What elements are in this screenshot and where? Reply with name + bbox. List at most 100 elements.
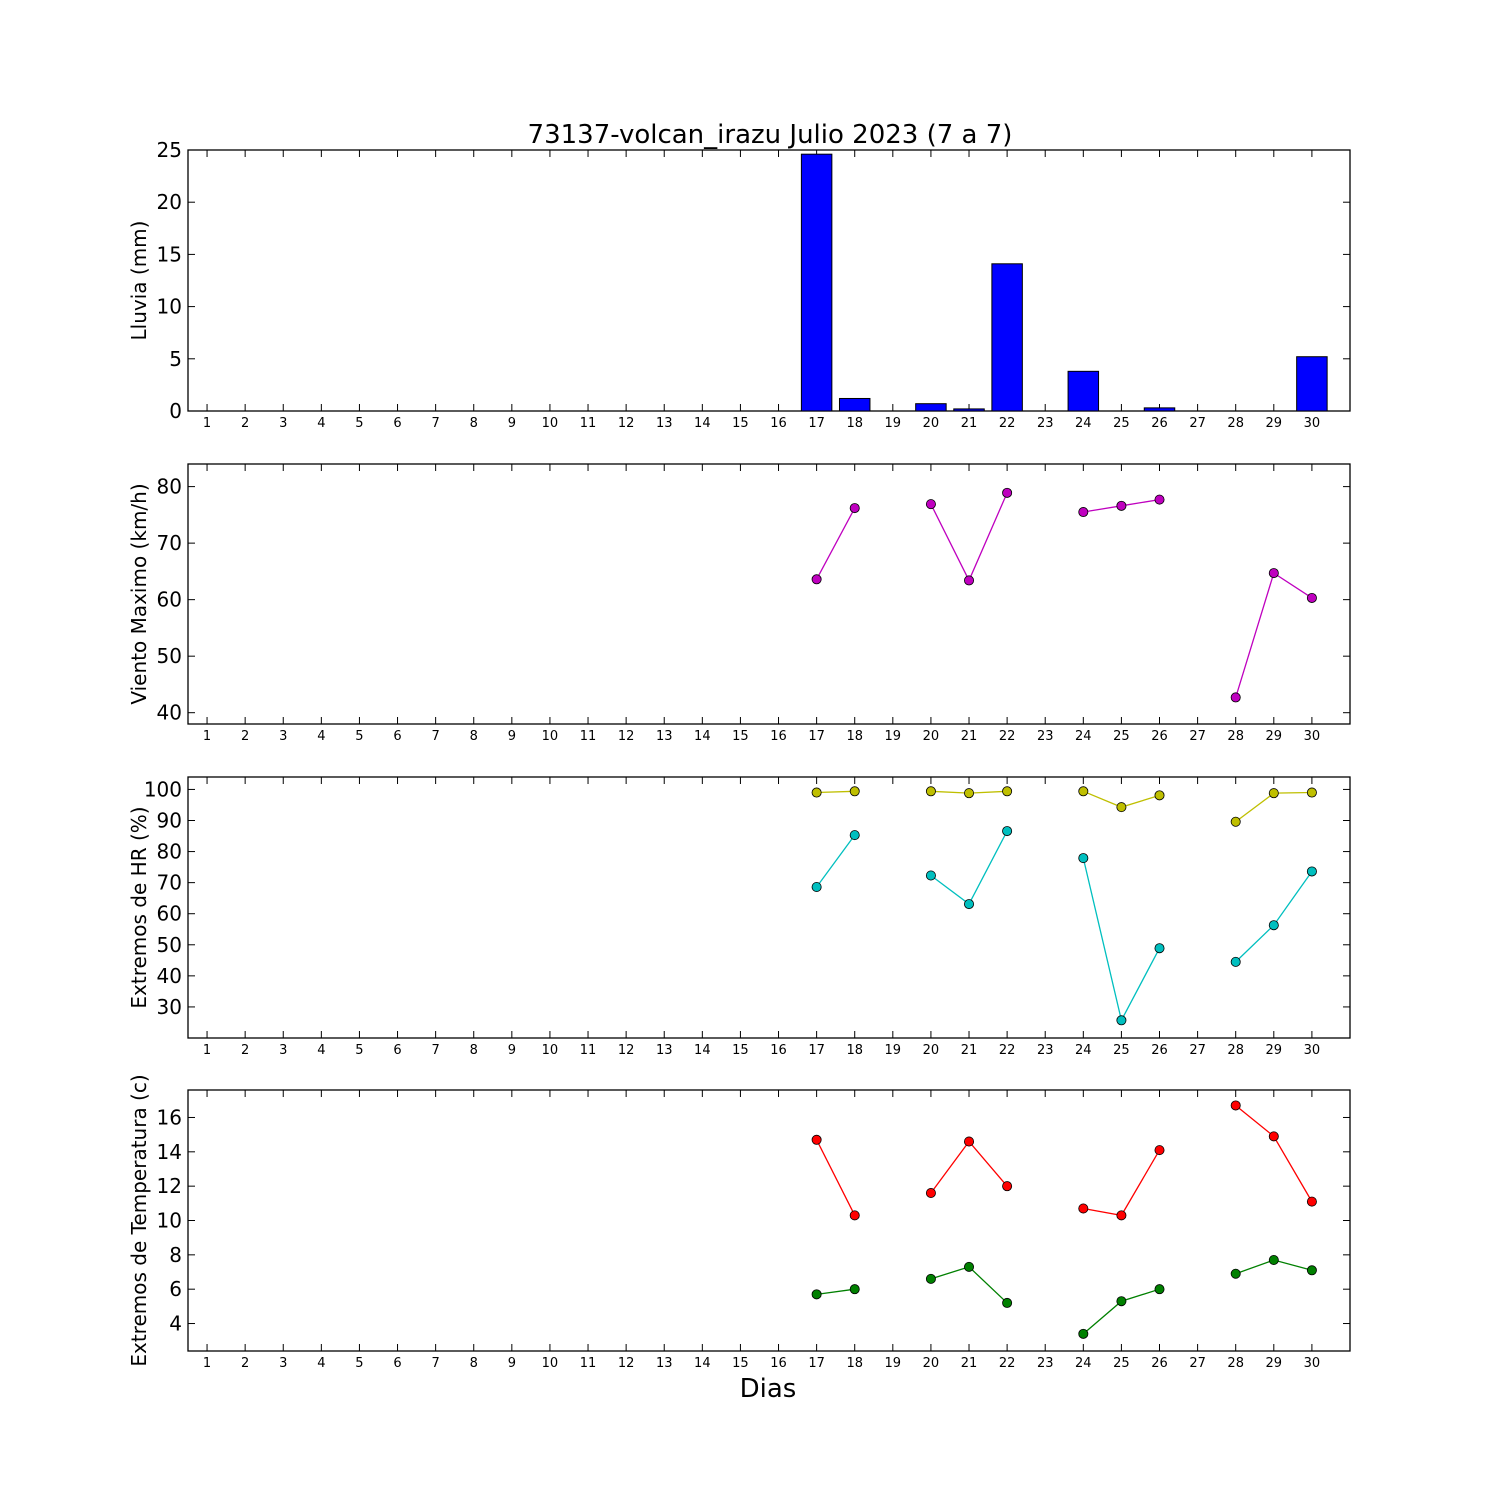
temperature-xtick-label: 21 [961, 1356, 978, 1371]
rain-y-axis-label: Lluvia (mm) [127, 221, 151, 341]
temperature-y-axis-label: Extremos de Temperatura (c) [127, 1074, 151, 1366]
rain-xtick-label: 19 [885, 416, 902, 431]
humidity-ytick-label: 40 [157, 964, 182, 988]
humidity-xtick-label: 23 [1037, 1043, 1054, 1058]
rain-xtick-label: 23 [1037, 416, 1054, 431]
rain-xtick-label: 6 [393, 416, 401, 431]
temperature-data-point [1078, 1328, 1089, 1339]
wind-xtick-label: 19 [885, 729, 902, 744]
temperature-xtick-label: 28 [1227, 1356, 1244, 1371]
rain-xtick-label: 24 [1075, 416, 1092, 431]
rain-xtick-label: 15 [732, 416, 749, 431]
temperature-xtick-label: 7 [431, 1356, 439, 1371]
rain-bar [1143, 407, 1176, 412]
humidity-xtick-label: 5 [355, 1043, 363, 1058]
temperature-data-point [1306, 1265, 1317, 1276]
humidity-plot-frame [187, 776, 1351, 1039]
temperature-xtick-label: 19 [885, 1356, 902, 1371]
rain-ytick-label: 15 [157, 242, 182, 266]
humidity-data-point [1268, 788, 1279, 799]
humidity-xtick-label: 6 [393, 1043, 401, 1058]
temperature-ytick-label: 14 [157, 1140, 182, 1164]
humidity-xtick-label: 24 [1075, 1043, 1092, 1058]
humidity-data-point [1306, 866, 1317, 877]
humidity-xtick-label: 7 [431, 1043, 439, 1058]
temperature-data-point [1154, 1284, 1165, 1295]
humidity-xtick-label: 8 [470, 1043, 478, 1058]
wind-xtick-label: 18 [846, 729, 863, 744]
rain-xtick-label: 18 [846, 416, 863, 431]
humidity-xtick-label: 13 [656, 1043, 673, 1058]
humidity-xtick-label: 2 [241, 1043, 249, 1058]
humidity-data-point [1306, 787, 1317, 798]
rain-plot-frame [187, 149, 1351, 412]
humidity-series-line [816, 834, 856, 888]
humidity-series-line [1235, 871, 1313, 963]
wind-xtick-label: 6 [393, 729, 401, 744]
humidity-ytick-label: 100 [144, 777, 182, 801]
rain-xtick-label: 8 [470, 416, 478, 431]
temperature-xtick-label: 29 [1266, 1356, 1283, 1371]
wind-data-point [1230, 692, 1241, 703]
humidity-xtick-label: 17 [808, 1043, 825, 1058]
temperature-series-line [1083, 1149, 1161, 1217]
x-axis-label: Dias [740, 1374, 797, 1404]
temperature-data-point [1230, 1100, 1241, 1111]
wind-xtick-label: 16 [770, 729, 787, 744]
temperature-xtick-label: 30 [1304, 1356, 1321, 1371]
temperature-data-point [1154, 1145, 1165, 1156]
rain-xtick-label: 5 [355, 416, 363, 431]
wind-data-point [849, 503, 860, 514]
humidity-data-point [1078, 786, 1089, 797]
wind-xtick-label: 2 [241, 729, 249, 744]
rain-xtick-label: 10 [542, 416, 559, 431]
wind-xtick-label: 21 [961, 729, 978, 744]
humidity-xtick-label: 30 [1304, 1043, 1321, 1058]
wind-xtick-label: 22 [999, 729, 1016, 744]
rain-xtick-label: 1 [203, 416, 211, 431]
humidity-xtick-label: 14 [694, 1043, 711, 1058]
rain-xtick-label: 21 [961, 416, 978, 431]
humidity-series-line [816, 790, 855, 794]
wind-xtick-label: 5 [355, 729, 363, 744]
temperature-xtick-label: 20 [923, 1356, 940, 1371]
wind-xtick-label: 28 [1227, 729, 1244, 744]
humidity-xtick-label: 21 [961, 1043, 978, 1058]
rain-xtick-label: 14 [694, 416, 711, 431]
humidity-xtick-label: 16 [770, 1043, 787, 1058]
wind-xtick-label: 4 [317, 729, 325, 744]
temperature-data-point [849, 1284, 860, 1295]
wind-xtick-label: 20 [923, 729, 940, 744]
temperature-ytick-label: 16 [157, 1105, 182, 1129]
wind-ytick-label: 50 [157, 644, 182, 668]
wind-y-axis-label: Viento Maximo (km/h) [127, 483, 151, 704]
humidity-xtick-label: 20 [923, 1043, 940, 1058]
rain-xtick-label: 22 [999, 416, 1016, 431]
wind-data-point [1116, 500, 1127, 511]
figure-title: 73137-volcan_irazu Julio 2023 (7 a 7) [528, 120, 1013, 150]
rain-xtick-label: 20 [923, 416, 940, 431]
rain-ytick-label: 25 [157, 138, 182, 162]
temperature-xtick-label: 9 [508, 1356, 516, 1371]
humidity-xtick-label: 26 [1151, 1043, 1168, 1058]
humidity-xtick-label: 19 [885, 1043, 902, 1058]
humidity-data-point [964, 899, 975, 910]
wind-data-point [1268, 568, 1279, 579]
humidity-xtick-label: 28 [1227, 1043, 1244, 1058]
humidity-xtick-label: 10 [542, 1043, 559, 1058]
wind-data-point [1002, 487, 1013, 498]
temperature-series-line [930, 1266, 1008, 1304]
humidity-xtick-label: 11 [580, 1043, 597, 1058]
wind-series-line [930, 492, 1008, 582]
temperature-data-point [1002, 1297, 1013, 1308]
rain-bar [991, 263, 1023, 412]
temperature-xtick-label: 16 [770, 1356, 787, 1371]
temperature-xtick-label: 14 [694, 1356, 711, 1371]
temperature-series-line [816, 1139, 856, 1216]
wind-plot-frame [187, 463, 1351, 725]
temperature-ytick-label: 6 [169, 1277, 182, 1301]
temperature-data-point [1306, 1196, 1317, 1207]
temperature-data-point [1268, 1131, 1279, 1142]
